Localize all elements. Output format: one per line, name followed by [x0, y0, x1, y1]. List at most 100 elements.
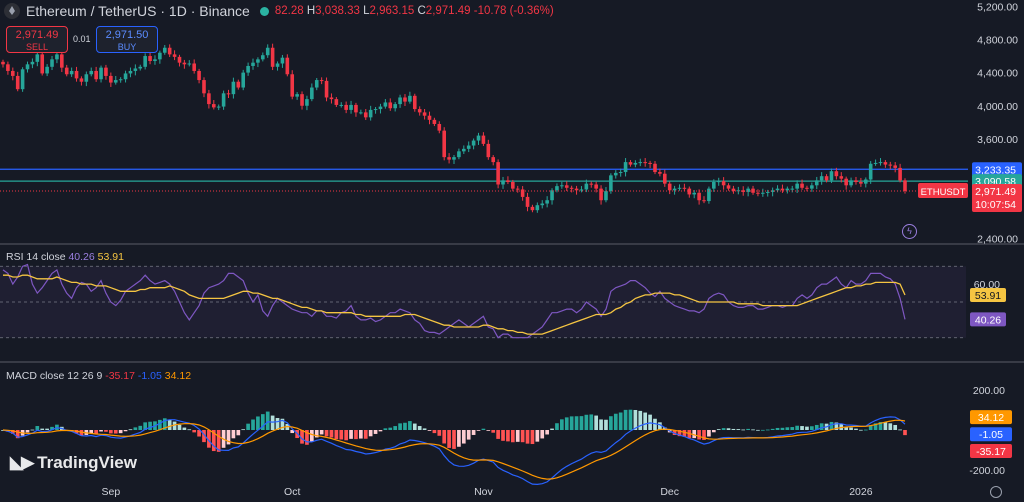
candle-body — [221, 93, 226, 107]
candle-body — [839, 176, 844, 179]
candle-body — [555, 186, 559, 191]
buy-button[interactable]: 2,971.50 BUY — [96, 26, 158, 53]
candle-body — [481, 135, 486, 144]
macd-histogram-bar — [677, 430, 682, 437]
candle-body — [128, 70, 133, 74]
ohlc-high-label: H — [306, 5, 316, 17]
macd-histogram-bar — [765, 429, 770, 431]
macd-signal-tag — [970, 410, 1012, 425]
candle-body — [69, 70, 74, 75]
macd-histogram-bar — [398, 423, 402, 430]
sell-button[interactable]: 2,971.49 SELL — [6, 26, 68, 53]
candle-body — [447, 157, 451, 160]
candle-body — [40, 54, 45, 74]
macd-histogram-bar — [50, 426, 54, 430]
candle-body — [422, 112, 427, 116]
macd-histogram-bar — [594, 415, 599, 430]
candle-body — [667, 183, 672, 191]
macd-histogram-bar — [319, 430, 324, 435]
flash-icon[interactable]: ϟ — [902, 224, 917, 239]
candle-body — [437, 123, 442, 131]
macd-histogram-bar — [79, 430, 84, 436]
candle-body — [113, 80, 118, 83]
macd-histogram-bar — [800, 426, 804, 430]
macd-histogram-bar — [207, 430, 211, 448]
macd-histogram-bar — [123, 430, 128, 432]
macd-histogram-bar — [162, 418, 167, 430]
macd-histogram-bar — [721, 428, 726, 430]
candle-body — [540, 203, 545, 206]
candle-body — [520, 189, 525, 197]
price-axis-tick-label: 4,800.00 — [977, 34, 1018, 46]
macd-axis-tick-label: -200.00 — [969, 465, 1005, 477]
candle-body — [378, 106, 383, 110]
macd-histogram-bar — [623, 409, 628, 430]
candle-body — [863, 179, 868, 184]
candle-body — [55, 54, 59, 60]
candle-body — [486, 143, 491, 158]
macd-histogram-bar — [314, 430, 319, 438]
macd-histogram-bar — [447, 430, 451, 448]
macd-histogram-bar — [378, 430, 383, 432]
macd-legend[interactable]: MACD close 12 26 9 -35.17 -1.05 34.12 — [6, 370, 191, 382]
tradingview-logo[interactable]: ◣▶ TradingView — [10, 453, 137, 473]
candle-body — [511, 181, 515, 189]
candle-body — [432, 119, 437, 124]
macd-histogram-bar — [868, 425, 873, 430]
candle-body — [893, 165, 897, 168]
candle-body — [810, 185, 814, 189]
macd-histogram-bar — [898, 429, 902, 431]
macd-histogram-bar — [873, 423, 878, 430]
ohlc-close: 2,971.49 — [425, 5, 471, 17]
candle-body — [530, 206, 535, 211]
candle-body — [623, 162, 628, 173]
bar-countdown-label: 10:07:54 — [975, 199, 1016, 211]
candle-body — [11, 70, 15, 76]
macd-histogram-bar — [525, 430, 530, 444]
macd-histogram-bar — [863, 429, 868, 431]
candle-body — [844, 178, 848, 186]
macd-line-value: -1.05 — [137, 370, 162, 382]
candle-body — [270, 47, 275, 67]
macd-histogram-bar — [530, 430, 535, 445]
macd-histogram-bar — [707, 430, 711, 437]
symbol-title[interactable]: Ethereum / TetherUS · 1D · Binance — [26, 3, 250, 19]
settings-gear-icon[interactable] — [990, 486, 1002, 498]
ohlc-low: 2,963.15 — [369, 5, 415, 17]
rsi-ma-value: 53.91 — [97, 251, 124, 263]
macd-histogram-bar — [849, 427, 853, 430]
macd-histogram-bar — [187, 429, 192, 431]
macd-histogram-bar — [226, 430, 231, 445]
candle-body — [506, 180, 510, 182]
candle-body — [476, 135, 481, 141]
candle-body — [569, 187, 574, 189]
candle-body — [633, 162, 638, 165]
macd-histogram-bar — [481, 428, 486, 430]
candle-body — [251, 62, 255, 66]
macd-histogram-bar — [305, 430, 309, 445]
macd-histogram-bar — [893, 424, 898, 430]
candle-body — [824, 176, 829, 181]
candle-body — [721, 181, 726, 186]
candle-body — [868, 163, 873, 180]
candle-body — [256, 59, 260, 63]
macd-histogram-bar — [731, 428, 736, 430]
macd-histogram-bar — [280, 418, 285, 430]
candle-body — [6, 64, 10, 71]
last-price-label: 2,971.49 — [975, 186, 1016, 198]
candle-body — [903, 180, 907, 191]
candle-body — [211, 104, 216, 108]
candle-body — [143, 56, 147, 67]
candle-body — [246, 65, 250, 73]
candle-body — [790, 188, 795, 190]
candle-body — [398, 97, 402, 105]
macd-histogram-bar — [143, 422, 148, 430]
macd-histogram-bar — [408, 421, 412, 430]
macd-histogram-bar — [834, 422, 839, 430]
candle-body — [1, 61, 5, 65]
rsi-legend[interactable]: RSI 14 close 40.26 53.91 — [6, 251, 124, 263]
time-axis-label: Oct — [284, 486, 300, 498]
rsi-ma-tag-label: 53.91 — [975, 290, 1001, 302]
tradingview-wordmark: TradingView — [37, 453, 137, 472]
